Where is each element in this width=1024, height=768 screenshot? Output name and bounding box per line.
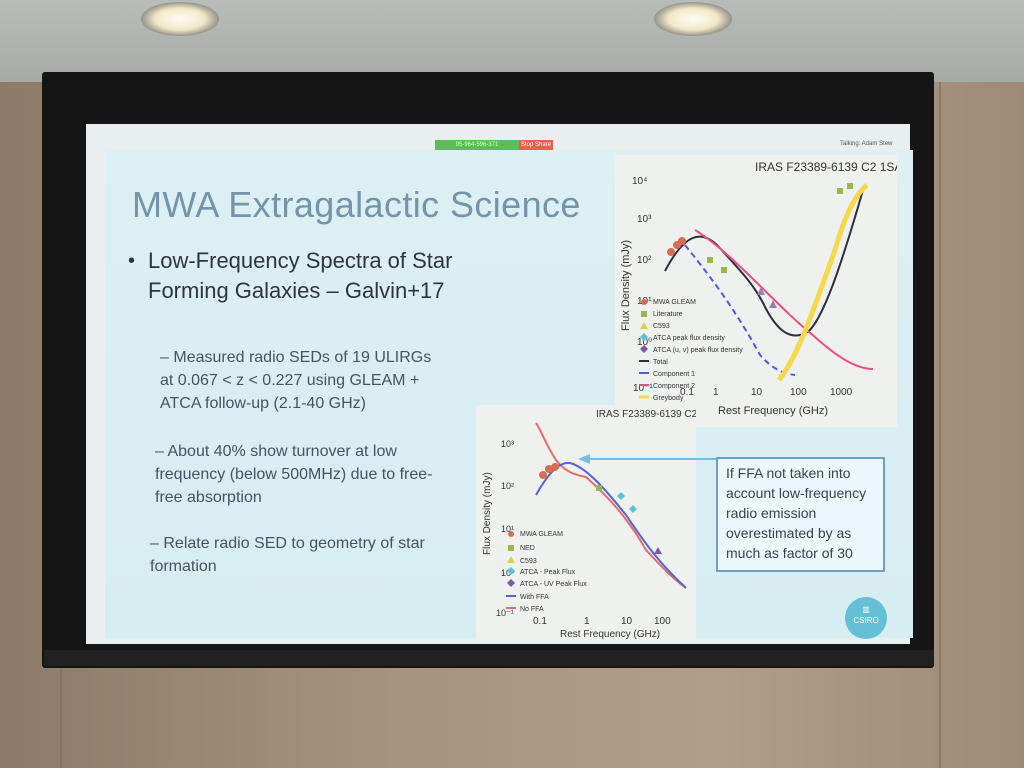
chart-2-legend-swatch	[507, 567, 515, 575]
csiro-logo: ▥ CSIRO	[845, 597, 887, 639]
chart-1-legend-swatch	[640, 345, 648, 353]
chart-1-xtick-10: 10	[751, 387, 763, 398]
chart-1-legend-swatch	[640, 322, 648, 329]
chart-2-legend-label: No FFA	[520, 606, 544, 613]
bullet-main: Low-Frequency Spectra of Star Forming Ga…	[148, 248, 453, 303]
subpoint-1: – Measured radio SEDs of 19 ULIRGs at 0.…	[160, 349, 432, 412]
chart-2-legend-swatch	[508, 531, 514, 537]
chart-2-ytick-10e3: 10³	[501, 439, 514, 449]
chart-1-legend-swatch	[640, 333, 648, 341]
chart-1-svg: IRAS F23389-6139 C2 1SA 10⁴ 10³ 10² 10¹ …	[615, 155, 902, 427]
chart-1-point	[707, 257, 713, 263]
chart-1-ytick-10e4: 10⁴	[632, 176, 647, 187]
chart-2-legend-label: C593	[520, 558, 537, 565]
chart-1-point	[837, 188, 843, 194]
chart-1-xtick-100: 100	[790, 387, 807, 398]
chart-2-ylabel: Flux Density (mJy)	[482, 472, 493, 555]
talking-indicator: Talking: Adam Stew	[840, 141, 893, 147]
csiro-logo-mark: ▥	[862, 605, 870, 614]
chart-2-xtick-1: 1	[584, 616, 590, 627]
chart-1-ytick-10e0: 10⁰	[637, 337, 652, 348]
chart-1-xtick-0.1: 0.1	[680, 387, 694, 398]
chart-2-point	[629, 505, 637, 513]
chart-1-point	[721, 267, 727, 273]
slide-title: MWA Extragalactic Science	[132, 184, 581, 225]
chart-1-ytick-10e2: 10²	[637, 255, 652, 266]
ceiling-light-right	[654, 2, 732, 36]
chart-2-point	[654, 547, 662, 554]
meeting-id-bar: 95-964-596-371	[435, 140, 519, 150]
chart-1-xlabel: Rest Frequency (GHz)	[718, 405, 828, 417]
bullet-point-icon: •	[128, 250, 136, 272]
chart-2-legend-label: ATCA - Peak Flux	[520, 569, 576, 576]
chart-2-legend-swatch	[507, 556, 515, 563]
chart-1-ylabel: Flux Density (mJy)	[620, 240, 632, 331]
chart-2-ytick-10e1: 10¹	[501, 524, 514, 534]
chart-1-greybody	[777, 183, 869, 382]
subpoint-2: – About 40% show turnover at low frequen…	[155, 443, 433, 506]
chart-2-svg: IRAS F23389-6139 C2 1SA 10³ 10² 10¹ 10⁰ …	[476, 405, 719, 640]
callout-box: If FFA not taken into account low-freque…	[716, 457, 885, 572]
chart-2-no-ffa-line	[535, 422, 687, 589]
chart-2-legend: MWA GLEAM NED C593 ATCA - Peak Flux ATCA…	[506, 531, 587, 613]
chart-1-title: IRAS F23389-6139 C2 1SA	[755, 160, 897, 174]
chart-1-legend-label: Component 1	[653, 371, 695, 378]
chart-2-legend-swatch	[507, 579, 515, 587]
csiro-logo-text: CSIRO	[853, 616, 879, 625]
stop-share-button[interactable]: Stop Share	[519, 140, 553, 150]
wall-seam	[939, 82, 941, 768]
chart-1-point	[847, 183, 853, 189]
chart-2-xtick-0.1: 0.1	[533, 616, 547, 627]
screen-bottom-bar	[44, 650, 934, 666]
ceiling-light-left	[141, 2, 219, 36]
chart-1-legend-label: Literature	[653, 311, 683, 318]
chart-1-legend-label: Component 2	[653, 383, 695, 390]
chart-2-ytick-10e-1: 10⁻¹	[496, 608, 514, 618]
callout-arrow-icon	[578, 454, 716, 464]
chart-1-legend-label: C593	[653, 323, 670, 330]
chart-2-point	[617, 492, 625, 500]
chart-1-legend-swatch	[641, 299, 647, 305]
chart-2-xlabel: Rest Frequency (GHz)	[560, 629, 660, 640]
chart-1-legend-label: Greybody	[653, 395, 684, 402]
chart-1-legend-swatch	[641, 311, 647, 317]
chart-2-ytick-10e2: 10²	[501, 481, 514, 491]
chart-1-point	[769, 300, 777, 308]
chart-1-point	[757, 287, 765, 295]
chart-1-total-line	[664, 189, 864, 337]
chart-2-legend-label: MWA GLEAM	[520, 531, 563, 538]
chart-1-legend-label: MWA GLEAM	[653, 299, 696, 306]
callout-arrow-head	[578, 454, 590, 464]
chart-1-ytick-10e-1: 10⁻¹	[633, 383, 653, 394]
chart-1-xtick-1: 1	[713, 387, 719, 398]
chart-2-legend-label: NED	[520, 545, 535, 552]
subpoint-3: – Relate radio SED to geometry of star f…	[150, 535, 425, 575]
chart-2-point	[596, 485, 602, 491]
chart-1-point	[667, 248, 675, 256]
chart-2-xtick-10: 10	[621, 616, 633, 627]
chart-2-ytick-10e0: 10⁰	[501, 568, 515, 578]
chart-1-legend-label: Total	[653, 359, 668, 366]
chart-1-legend-label: ATCA peak flux density	[653, 335, 725, 342]
chart-2-point	[551, 463, 559, 471]
chart-1-legend: MWA GLEAM Literature C593 ATCA peak flux…	[639, 299, 743, 402]
chart-2-xtick-100: 100	[654, 616, 671, 627]
chart-1-legend-label: ATCA (u, v) peak flux density	[653, 347, 743, 354]
chart-2-point	[539, 471, 547, 479]
chart-2-legend-label: ATCA - UV Peak Flux	[520, 581, 587, 588]
chart-2-legend-label: With FFA	[520, 594, 549, 601]
chart-1-xtick-1000: 1000	[830, 387, 853, 398]
chart-2-title: IRAS F23389-6139 C2 1SA	[596, 409, 696, 420]
chart-1-ytick-10e3: 10³	[637, 214, 652, 225]
chart-2-legend-swatch	[508, 545, 514, 551]
chart-1: IRAS F23389-6139 C2 1SA 10⁴ 10³ 10² 10¹ …	[615, 155, 902, 427]
chart-1-point	[678, 237, 686, 245]
chart-2: IRAS F23389-6139 C2 1SA 10³ 10² 10¹ 10⁰ …	[476, 405, 719, 640]
